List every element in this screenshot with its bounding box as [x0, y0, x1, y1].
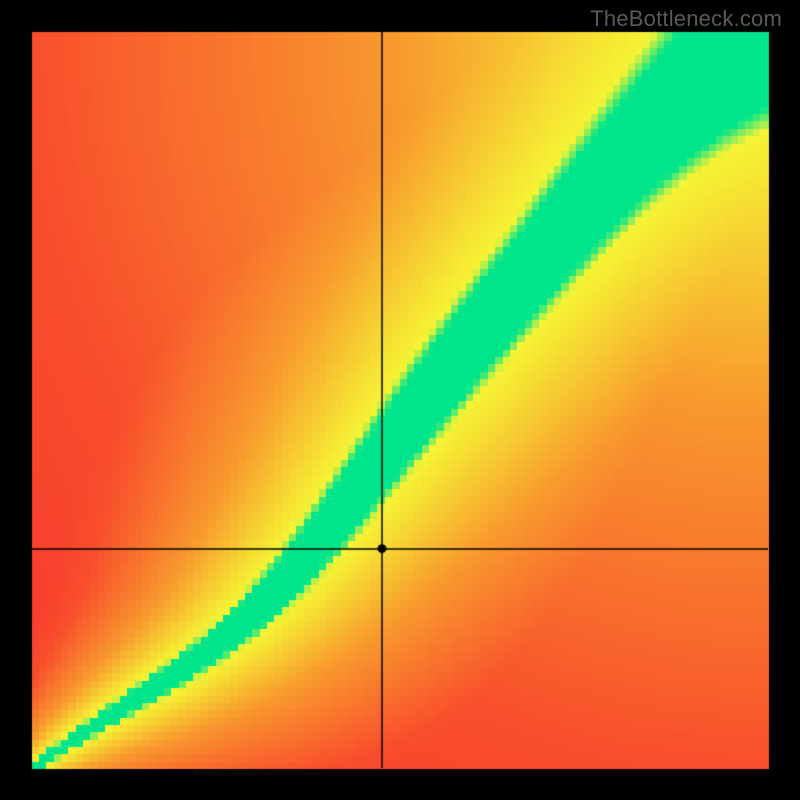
watermark-text: TheBottleneck.com — [590, 6, 782, 32]
bottleneck-heatmap — [0, 0, 800, 800]
chart-wrapper: TheBottleneck.com — [0, 0, 800, 800]
